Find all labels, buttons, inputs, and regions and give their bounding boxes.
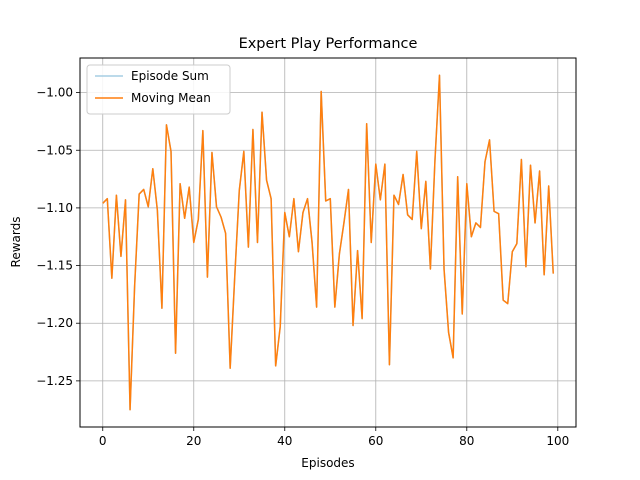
legend-label-moving-mean: Moving Mean: [131, 91, 211, 105]
x-tick-label: 60: [368, 434, 383, 448]
x-axis-label: Episodes: [301, 456, 354, 470]
y-axis-label: Rewards: [9, 217, 23, 268]
y-tick-label: −1.00: [36, 86, 73, 100]
legend: Episode Sum Moving Mean: [86, 64, 231, 115]
x-tick-label: 40: [277, 434, 292, 448]
x-tick-label: 80: [459, 434, 474, 448]
plot-area-frame: [79, 57, 577, 428]
x-tick-label: 100: [546, 434, 569, 448]
series-lines: [102, 74, 554, 411]
y-tick-label: −1.15: [36, 259, 73, 273]
legend-label-episode-sum: Episode Sum: [131, 69, 209, 83]
y-tick-label: −1.20: [36, 316, 73, 330]
x-tick-label: 20: [186, 434, 201, 448]
x-tick-label: 0: [99, 434, 107, 448]
y-tick-label: −1.25: [36, 374, 73, 388]
y-tick-label: −1.05: [36, 143, 73, 157]
legend-box: [86, 64, 231, 115]
chart-title: Expert Play Performance: [239, 36, 418, 52]
y-tick-label: −1.10: [36, 201, 73, 215]
axis-ticks: 0 20 40 60 80 100 −1.25 −1.20 −1.15 −1.10 −1.05 −1.…: [36, 86, 569, 448]
series-line-moving-mean: [102, 74, 554, 411]
